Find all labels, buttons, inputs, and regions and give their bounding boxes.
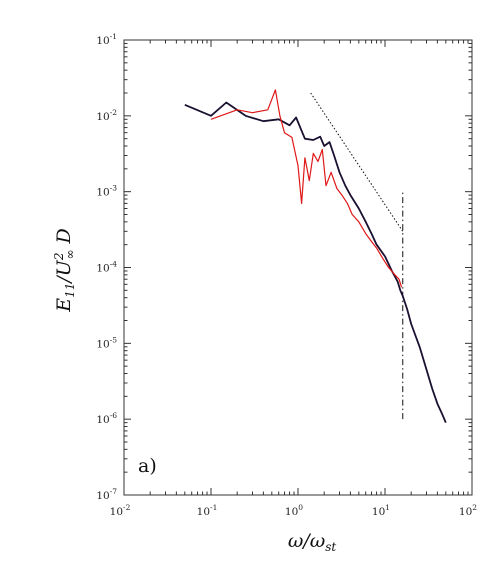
series-line-1	[184, 101, 447, 423]
y-tick-label: 10-2	[96, 108, 117, 123]
reference-lines	[310, 92, 404, 420]
y-axis-title: E11/U2∞ D	[52, 228, 77, 313]
data-series	[184, 89, 447, 423]
y-tick-label: 10-1	[96, 32, 117, 47]
x-tick-labels: 10-2 10-1 100 101 102	[110, 503, 478, 518]
y-tick-label: 10-3	[96, 184, 117, 199]
series-line-2	[210, 89, 403, 288]
slope-reference-line	[310, 92, 404, 232]
x-axis-title: ω/ωst	[288, 530, 337, 554]
x-tick-label: 102	[459, 503, 477, 518]
x-tick-label: 10-2	[110, 503, 131, 518]
x-tick-label: 101	[372, 503, 390, 518]
x-tick-label: 100	[285, 503, 303, 518]
panel-label: a)	[138, 455, 157, 477]
y-tick-label: 10-5	[96, 335, 117, 350]
axis-ticks	[123, 39, 473, 496]
y-tick-label: 10-4	[96, 260, 117, 275]
plot-frame	[123, 39, 473, 496]
y-tick-label: 10-6	[96, 411, 117, 426]
y-tick-label: 10-7	[96, 487, 117, 502]
y-tick-labels: 10-7 10-6 10-5 10-4 10-3 10-2 10-1	[96, 32, 117, 502]
x-tick-label: 10-1	[197, 503, 218, 518]
